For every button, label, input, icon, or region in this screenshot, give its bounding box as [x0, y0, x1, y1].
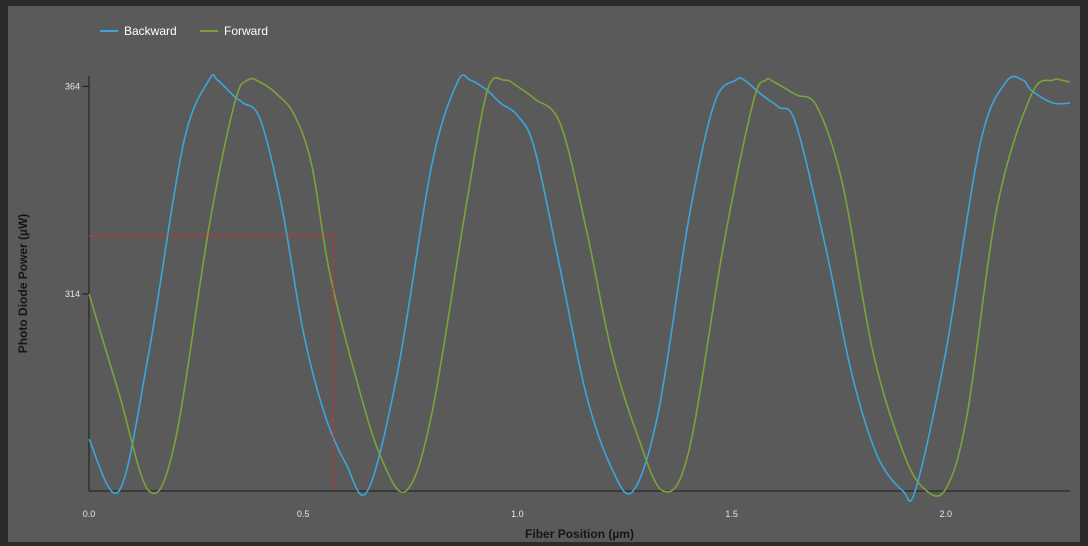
- x-tick-label: 1.0: [511, 509, 524, 519]
- x-tick-label: 0.5: [297, 509, 310, 519]
- series-line-backward: [88, 73, 1071, 503]
- line-chart: Backward Forward 0.0 0.5 1.0 1.5 2.0 314 364 Fi…: [16, 24, 1071, 541]
- series-line-forward: [88, 76, 1071, 497]
- series-layer: [88, 73, 1071, 503]
- y-axis-title: Photo Diode Power (µW): [16, 214, 30, 354]
- legend-label-forward[interactable]: Forward: [224, 24, 268, 38]
- chart-panel: Backward Forward 0.0 0.5 1.0 1.5 2.0 314 364 Fi…: [8, 6, 1080, 542]
- legend[interactable]: Backward Forward: [100, 24, 268, 38]
- x-axis-title: Fiber Position (µm): [525, 527, 634, 541]
- legend-label-backward[interactable]: Backward: [124, 24, 177, 38]
- tick-labels: 0.0 0.5 1.0 1.5 2.0 314 364: [65, 81, 952, 519]
- x-tick-label: 1.5: [725, 509, 738, 519]
- y-tick-label: 364: [65, 81, 80, 91]
- y-tick-label: 314: [65, 289, 80, 299]
- x-tick-label: 0.0: [83, 509, 96, 519]
- crosshair-marker-line: [89, 235, 334, 491]
- x-tick-label: 2.0: [940, 509, 953, 519]
- axes: [88, 76, 1070, 492]
